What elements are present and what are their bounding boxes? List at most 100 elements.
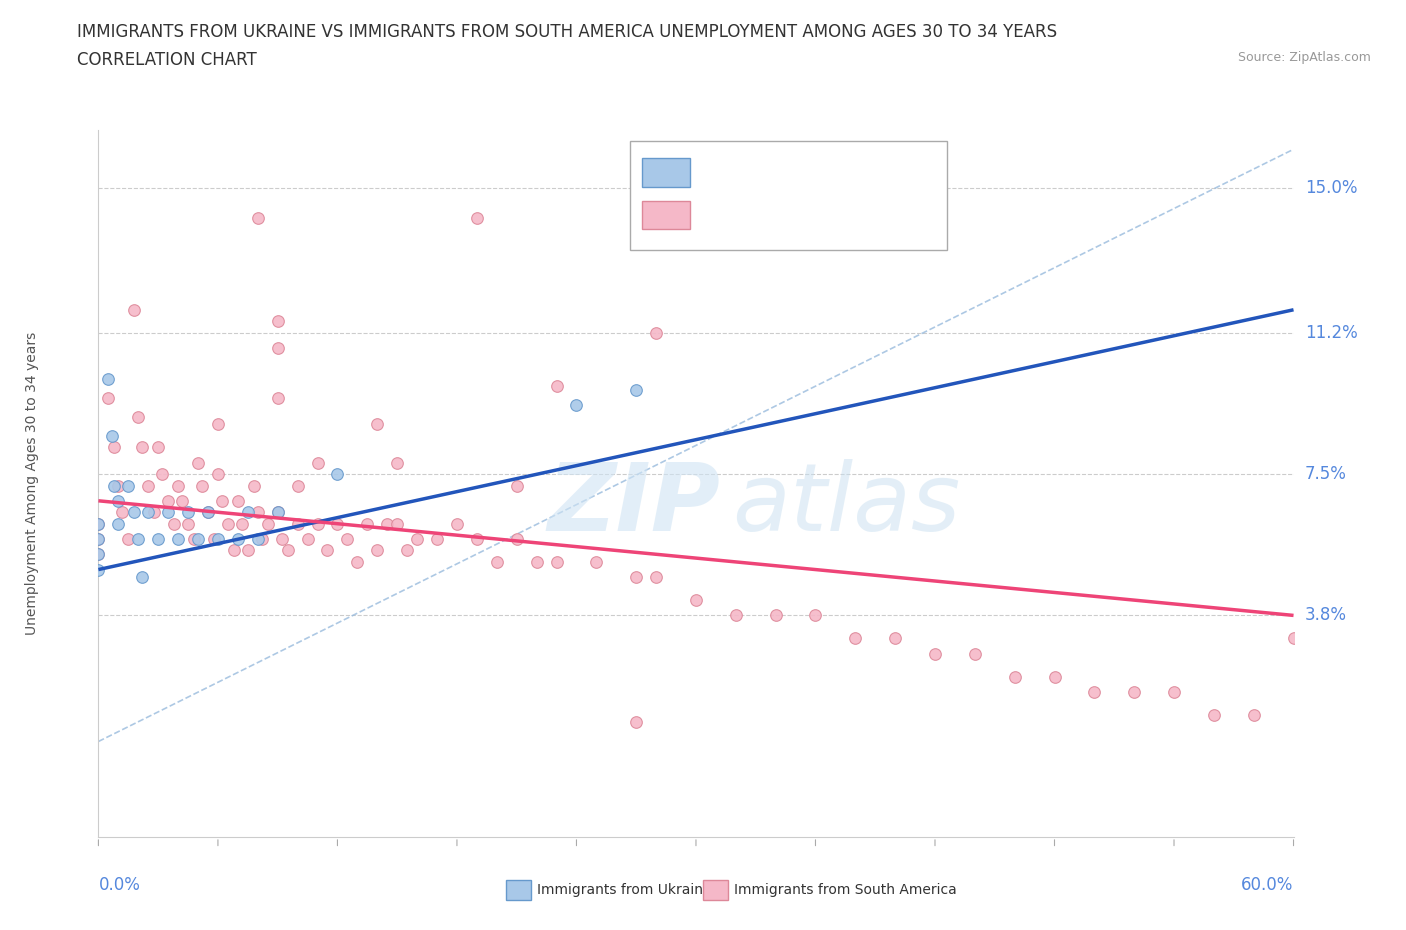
Point [197, 505, 219, 520]
Text: Immigrants from South America: Immigrants from South America [734, 883, 956, 897]
Point [107, 516, 129, 531]
Point [446, 516, 468, 531]
Point [103, 440, 125, 455]
Text: Unemployment Among Ages 30 to 34 years: Unemployment Among Ages 30 to 34 years [25, 332, 39, 635]
Point [197, 505, 219, 520]
Text: R =  0.319: R = 0.319 [709, 164, 813, 181]
Point [396, 543, 419, 558]
Point [465, 532, 488, 547]
Point [87, 516, 110, 531]
Point [124, 302, 146, 317]
Point [222, 543, 245, 558]
Point [844, 631, 866, 645]
Point [107, 493, 129, 508]
Point [217, 516, 239, 531]
Text: 0.0%: 0.0% [98, 876, 141, 894]
Point [87, 532, 110, 547]
Point [246, 532, 269, 547]
Point [207, 532, 229, 547]
Point [267, 340, 290, 355]
Point [124, 505, 146, 520]
Point [267, 391, 290, 405]
Text: ZIP: ZIP [547, 458, 720, 551]
Point [111, 505, 134, 520]
Point [211, 493, 233, 508]
Point [97, 371, 120, 386]
Text: 11.2%: 11.2% [1305, 324, 1357, 341]
Point [157, 505, 180, 520]
Point [1083, 684, 1105, 699]
Point [187, 455, 209, 470]
Point [131, 570, 153, 585]
FancyBboxPatch shape [630, 140, 946, 250]
Point [1004, 669, 1026, 684]
Point [804, 608, 827, 623]
Point [163, 516, 186, 531]
Point [546, 379, 568, 393]
Text: N = 28: N = 28 [839, 164, 907, 181]
Bar [643, 158, 690, 187]
Point [924, 646, 946, 661]
Point [87, 516, 110, 531]
Point [87, 547, 110, 562]
Point [297, 532, 319, 547]
Text: 60.0%: 60.0% [1241, 876, 1294, 894]
Point [426, 532, 449, 547]
Point [246, 505, 269, 520]
Point [267, 505, 290, 520]
Point [645, 570, 668, 585]
Point [136, 478, 159, 493]
Point [385, 455, 409, 470]
Point [207, 467, 229, 482]
Point [157, 493, 180, 508]
Point [1043, 669, 1066, 684]
Text: IMMIGRANTS FROM UKRAINE VS IMMIGRANTS FROM SOUTH AMERICA UNEMPLOYMENT AMONG AGES: IMMIGRANTS FROM UKRAINE VS IMMIGRANTS FR… [77, 23, 1057, 41]
Point [287, 478, 309, 493]
Point [406, 532, 429, 547]
Point [585, 554, 607, 569]
Point [356, 516, 378, 531]
Point [963, 646, 986, 661]
Point [267, 505, 290, 520]
Point [307, 455, 329, 470]
Text: 15.0%: 15.0% [1305, 179, 1357, 196]
Point [526, 554, 548, 569]
Point [172, 493, 194, 508]
Point [506, 532, 529, 547]
Point [101, 429, 124, 444]
Point [546, 554, 568, 569]
Point [117, 532, 139, 547]
Point [243, 478, 266, 493]
Text: 7.5%: 7.5% [1305, 465, 1347, 483]
Bar [643, 201, 690, 229]
Point [267, 313, 290, 328]
Point [148, 440, 170, 455]
Point [207, 417, 229, 432]
Point [326, 467, 349, 482]
Point [250, 532, 273, 547]
Point [1282, 631, 1305, 645]
Point [307, 516, 329, 531]
Point [336, 532, 359, 547]
Point [183, 532, 205, 547]
Point [765, 608, 787, 623]
Point [103, 478, 125, 493]
Point [202, 532, 225, 547]
Point [366, 417, 388, 432]
Text: 3.8%: 3.8% [1305, 606, 1347, 624]
Point [385, 516, 409, 531]
Point [287, 516, 309, 531]
Point [1163, 684, 1185, 699]
Point [1202, 708, 1225, 723]
Point [177, 505, 200, 520]
Point [485, 554, 508, 569]
Text: N = 92: N = 92 [839, 206, 907, 224]
Point [97, 391, 120, 405]
Point [226, 493, 249, 508]
Point [117, 478, 139, 493]
Text: R = -0.195: R = -0.195 [709, 206, 814, 224]
Point [685, 592, 707, 607]
Point [346, 554, 368, 569]
Point [127, 409, 149, 424]
Point [326, 516, 349, 531]
